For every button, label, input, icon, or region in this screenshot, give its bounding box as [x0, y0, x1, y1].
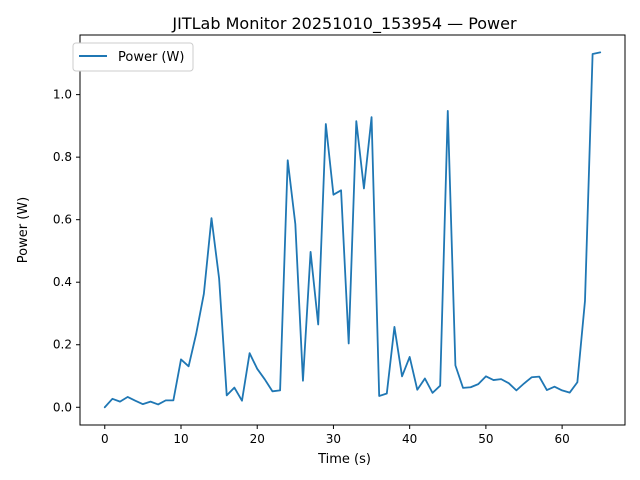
- x-tick-label: 40: [402, 432, 417, 446]
- y-tick-label: 0.2: [53, 338, 72, 352]
- legend: Power (W): [72, 42, 194, 72]
- series-line-power: [103, 51, 602, 409]
- chart-title: JITLab Monitor 20251010_153954 — Power: [171, 14, 517, 34]
- x-tick-label: 0: [101, 432, 109, 446]
- y-tick-label: 0.4: [53, 275, 72, 289]
- axes-frame: [79, 34, 626, 426]
- y-tick-label: 0.0: [53, 400, 72, 414]
- x-tick-label: 50: [478, 432, 493, 446]
- x-axis-label: Time (s): [317, 452, 371, 467]
- y-axis-label: Power (W): [16, 197, 31, 263]
- x-tick-label: 20: [250, 432, 265, 446]
- y-tick-label: 0.8: [53, 150, 72, 164]
- legend-label: Power (W): [118, 50, 184, 65]
- legend-box: [72, 42, 194, 72]
- x-tick-label: 10: [173, 432, 188, 446]
- x-tick-label: 60: [554, 432, 569, 446]
- y-tick-label: 1.0: [53, 88, 72, 102]
- x-tick-label: 30: [326, 432, 341, 446]
- y-axis: 0.0 0.2 0.4 0.6 0.8 1.0: [53, 88, 80, 414]
- x-axis: 0 10 20 30 40 50 60: [101, 425, 570, 446]
- plot-area: [103, 51, 602, 409]
- y-tick-label: 0.6: [53, 213, 72, 227]
